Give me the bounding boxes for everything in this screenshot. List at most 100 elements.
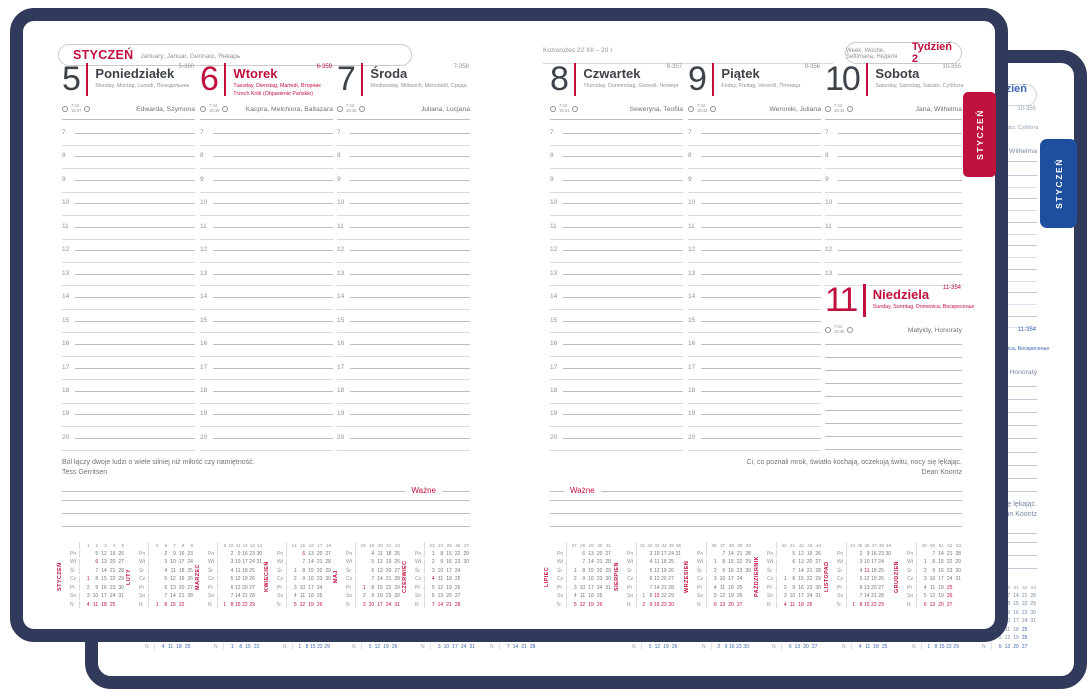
- dow-label: N: [702, 643, 706, 650]
- writing-line: [825, 357, 962, 359]
- week-number: 18: [325, 542, 331, 548]
- month-title: STYCZEŃ: [73, 48, 134, 62]
- mini-day: 18: [242, 567, 248, 574]
- dow-label: Cz: [557, 576, 564, 583]
- divider: [566, 575, 567, 583]
- hour-row: 7: [337, 129, 470, 136]
- hour-row: 9: [688, 176, 821, 183]
- mini-day: 1: [362, 584, 366, 591]
- hour-row: 10: [62, 199, 195, 206]
- divider: [217, 592, 218, 600]
- writing-line: [62, 285, 195, 287]
- quote-author: Dean Koontz: [921, 468, 962, 476]
- grid-top-line: [337, 119, 470, 120]
- writing-line: [825, 370, 962, 372]
- hour-label: 11: [337, 222, 344, 230]
- mini-day: 11: [92, 601, 99, 608]
- mini-day: 1: [431, 550, 435, 557]
- week-number-label: Tydzień 2: [911, 41, 952, 65]
- writing-line: [200, 355, 333, 357]
- mini-day: 28: [325, 559, 331, 566]
- hour-label: 14: [337, 293, 345, 301]
- mini-day: 24: [109, 593, 116, 600]
- holiday-note: Trzech Króli (Objawienie Pańskie): [233, 91, 314, 97]
- mini-day: 26: [316, 601, 323, 608]
- mini-day: 4: [649, 559, 653, 566]
- mini-day: 14: [588, 559, 594, 566]
- mini-day: 19: [661, 567, 667, 574]
- dow-label: Pn: [767, 550, 774, 557]
- mini-day: 23: [661, 601, 667, 608]
- mini-day: 28: [1030, 592, 1036, 599]
- month-tab-styczen-back[interactable]: STYCZEŃ: [1040, 139, 1077, 228]
- mini-day: 25: [394, 550, 400, 557]
- sunset-time: 15:37: [71, 108, 82, 113]
- mini-day: 29: [1030, 601, 1036, 608]
- mini-day: 1: [783, 576, 787, 583]
- mini-day: 20: [871, 584, 877, 591]
- divider: [916, 592, 917, 600]
- mini-day: 10: [653, 550, 660, 557]
- mini-day: 7: [932, 550, 936, 557]
- mini-day: 21: [385, 576, 392, 583]
- day-name: Wtorek: [233, 66, 278, 81]
- grid-top-line: [550, 119, 683, 120]
- hour-label: 7: [825, 129, 829, 136]
- mini-day: 15: [863, 601, 870, 608]
- mini-day: 23: [109, 584, 116, 591]
- divider: [846, 575, 847, 583]
- week-number: 35: [668, 542, 674, 548]
- namedays: Weroniki, Juliana: [769, 105, 821, 113]
- mini-day: 29: [955, 559, 961, 566]
- hour-row: 14: [550, 293, 683, 300]
- sunrise-time: 7:44: [71, 103, 80, 109]
- sunrise-icon: [62, 106, 68, 112]
- quote-left: Ból łączy dwoje ludzi o wiele silniej ni…: [62, 458, 462, 477]
- hour-label: 10: [337, 199, 345, 207]
- sunset-time: 15:38: [209, 108, 220, 113]
- mini-day: 12: [1004, 635, 1011, 642]
- mini-day: 1: [86, 576, 90, 583]
- mini-day: 5: [649, 567, 653, 574]
- week-number: 15: [300, 542, 306, 548]
- mini-month-name: MARZEC: [195, 564, 201, 590]
- day-accent-bar: [573, 63, 577, 96]
- divider: [566, 601, 567, 609]
- mini-day: 11: [864, 643, 871, 650]
- writing-line: [200, 449, 333, 451]
- mini-day: 24: [806, 593, 813, 600]
- mini-calendar-row: N 1 8 15 22 29: [283, 643, 337, 652]
- writing-line: [550, 238, 683, 240]
- mini-day: 22: [316, 567, 323, 574]
- mini-day: 22: [661, 593, 667, 600]
- week-number: 29: [588, 542, 594, 548]
- writing-line: [337, 168, 470, 170]
- day-column-10: 10 Sobota Saturday, Samstag, Sabato, Суббо…: [825, 62, 974, 456]
- mini-day: 25: [946, 584, 953, 591]
- notes-line: [550, 500, 962, 501]
- writing-line: [62, 238, 195, 240]
- writing-line: [200, 285, 333, 287]
- writing-line: [825, 383, 962, 385]
- mini-day: 31: [675, 550, 682, 557]
- mini-day: 10: [234, 559, 241, 566]
- mini-day: 20: [1013, 643, 1019, 650]
- hour-label: 9: [825, 175, 829, 183]
- divider: [566, 558, 567, 566]
- hour-row: 15: [688, 317, 821, 324]
- mini-day: 19: [308, 601, 314, 608]
- mini-day: 28: [955, 550, 961, 557]
- week-number: 32: [647, 542, 653, 548]
- hour-line: [563, 297, 683, 299]
- divider: [776, 592, 777, 600]
- mini-day: 28: [454, 601, 461, 608]
- month-tab-styczen-front[interactable]: STYCZEŃ: [963, 92, 996, 177]
- writing-line: [337, 215, 470, 217]
- mini-day: 29: [745, 559, 751, 566]
